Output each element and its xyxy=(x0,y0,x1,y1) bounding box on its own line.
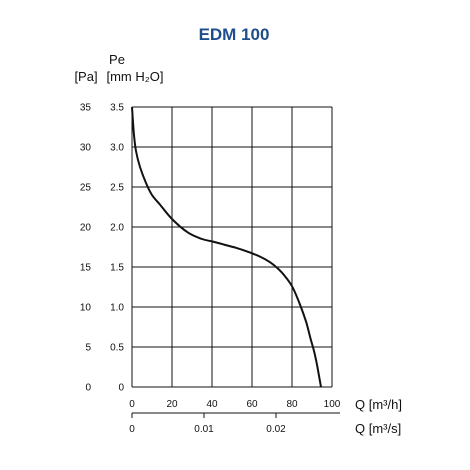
y-axis-unit-mmh2o: [mm H₂O] xyxy=(106,69,163,84)
y-tick-label-mmh2o: 2.5 xyxy=(110,183,124,194)
x-tick-label-m3s: 0 xyxy=(129,424,135,435)
x-ticks-m3s: 0 0.01 0.02 xyxy=(129,413,286,435)
x-tick-label-m3h: 80 xyxy=(286,399,298,410)
y-tick-label-mmh2o: 3.0 xyxy=(110,143,124,154)
y-axis-label-pe: Pe xyxy=(109,52,125,67)
y-tick-label-pa: 15 xyxy=(80,263,92,274)
x-tick-label-m3h: 40 xyxy=(206,399,218,410)
y-tick-label-pa: 35 xyxy=(80,103,92,114)
x-tick-label-m3s: 0.01 xyxy=(194,424,214,435)
y-tick-label-pa: 25 xyxy=(80,183,92,194)
y-tick-label-mmh2o: 2.0 xyxy=(110,223,124,234)
x-tick-label-m3h: 20 xyxy=(166,399,178,410)
x-tick-label-m3s: 0.02 xyxy=(266,424,286,435)
y-ticks-pa: 35 30 25 20 15 10 5 0 xyxy=(80,103,92,394)
chart-title: EDM 100 xyxy=(199,25,270,44)
y-axis-unit-pa: [Pa] xyxy=(74,69,97,84)
x-tick-label-m3h: 100 xyxy=(324,399,341,410)
y-tick-label-mmh2o: 3.5 xyxy=(110,103,124,114)
y-tick-label-mmh2o: 1.0 xyxy=(110,303,124,314)
x-axis-label-m3s: Q [m³/s] xyxy=(355,421,401,436)
y-tick-label-mmh2o: 1.5 xyxy=(110,263,124,274)
grid xyxy=(131,106,333,388)
y-tick-label-pa: 20 xyxy=(80,223,92,234)
x-axis-label-m3h: Q [m³/h] xyxy=(355,397,402,412)
x-tick-label-m3h: 60 xyxy=(246,399,258,410)
y-tick-label-pa: 30 xyxy=(80,143,92,154)
y-tick-label-pa: 5 xyxy=(85,343,91,354)
x-ticks-m3h: 0 20 40 60 80 100 xyxy=(129,399,341,410)
x-tick-label-m3h: 0 xyxy=(129,399,135,410)
performance-curve xyxy=(131,106,322,388)
y-tick-label-pa: 10 xyxy=(80,303,92,314)
y-ticks-mmh2o: 3.5 3.0 2.5 2.0 1.5 1.0 0.5 0 xyxy=(110,103,124,394)
y-tick-label-pa: 0 xyxy=(85,383,91,394)
y-tick-label-mmh2o: 0 xyxy=(118,383,124,394)
y-tick-label-mmh2o: 0.5 xyxy=(110,343,124,354)
